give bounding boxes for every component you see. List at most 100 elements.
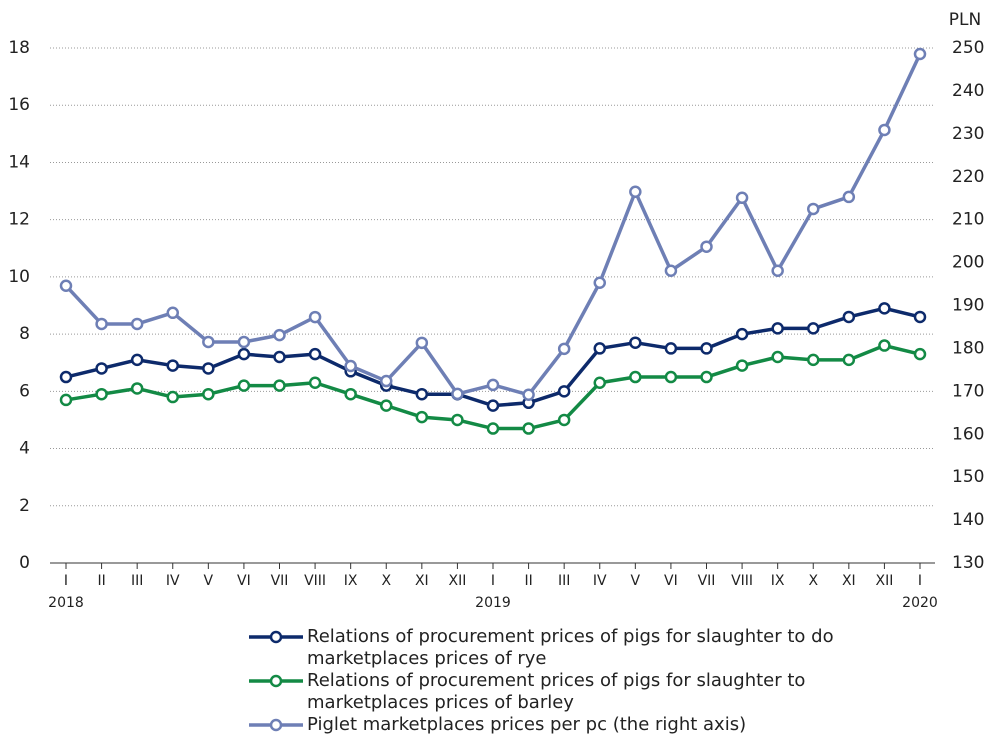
y-tick-label: 4	[19, 439, 30, 459]
data-point	[95, 362, 108, 375]
data-point	[95, 387, 108, 401]
x-tick-label: I	[491, 573, 495, 589]
x-tick-label: VIII	[731, 573, 753, 589]
data-point	[273, 379, 286, 392]
data-point	[95, 317, 108, 331]
x-tick-label: X	[381, 573, 391, 589]
data-point	[273, 350, 286, 364]
data-point	[664, 264, 678, 277]
y-tick-label: 18	[8, 38, 30, 58]
data-point	[451, 387, 464, 401]
data-point	[629, 336, 642, 349]
data-point	[700, 370, 713, 384]
y-tick-label: 2	[19, 496, 30, 516]
y2-tick-label: 230	[952, 124, 984, 144]
x-tick-label: IX	[344, 573, 358, 589]
data-point	[593, 342, 606, 355]
x-tick-label: II	[524, 573, 532, 589]
data-point	[878, 123, 891, 137]
y2-tick-label: 140	[952, 510, 984, 530]
x-year-label: 2018	[48, 595, 84, 611]
y2-tick-label: 160	[952, 424, 984, 444]
data-point	[913, 347, 927, 361]
data-point	[771, 322, 784, 335]
x-tick-label: VIII	[304, 573, 326, 589]
data-point	[308, 376, 322, 389]
x-year-label: 2020	[902, 595, 938, 611]
data-point	[344, 387, 357, 401]
data-point	[59, 370, 73, 384]
y2-tick-label: 170	[952, 381, 984, 401]
data-point	[913, 47, 927, 61]
data-point	[522, 422, 535, 435]
data-point	[557, 385, 571, 398]
x-tick-label: I	[918, 573, 922, 589]
y-tick-label: 12	[8, 210, 30, 230]
data-point	[735, 327, 749, 341]
data-point	[842, 190, 856, 204]
data-point	[344, 359, 357, 373]
x-tick-label: III	[131, 573, 143, 589]
y2-tick-label: 220	[952, 167, 984, 187]
data-point	[237, 335, 251, 349]
data-point	[593, 276, 606, 290]
y2-tick-label: 180	[952, 338, 984, 358]
y-tick-label: 14	[8, 152, 30, 172]
data-point	[380, 374, 393, 388]
legend-marker	[249, 718, 303, 732]
legend-label: Piglet marketplaces prices per pc (the r…	[307, 714, 747, 735]
data-point	[166, 306, 179, 320]
data-point	[486, 422, 500, 435]
data-point	[842, 353, 856, 367]
y2-tick-label: 190	[952, 296, 984, 316]
x-tick-label: V	[631, 573, 641, 589]
data-point	[202, 335, 215, 349]
y-tick-label: 0	[19, 553, 30, 573]
data-point	[735, 191, 749, 205]
x-year-label: 2019	[475, 595, 511, 611]
data-point	[629, 185, 642, 199]
x-tick-label: XI	[415, 573, 429, 589]
legend-dot	[269, 718, 283, 732]
x-tick-label: VII	[271, 573, 289, 589]
data-point	[771, 350, 784, 364]
data-point	[308, 347, 322, 361]
x-tick-label: VI	[664, 573, 678, 589]
data-point	[237, 379, 251, 392]
data-point	[807, 353, 820, 367]
y-tick-label: 6	[19, 381, 30, 401]
y2-tick-label: 250	[952, 38, 984, 58]
x-tick-label: IV	[593, 573, 607, 589]
legend: Relations of procurement prices of pigs …	[245, 626, 905, 736]
data-point	[878, 302, 891, 315]
data-point	[664, 370, 678, 384]
data-point	[415, 410, 429, 424]
data-point	[913, 310, 927, 324]
data-point	[735, 359, 749, 372]
legend-dot	[269, 630, 283, 644]
y2-tick-label: 150	[952, 467, 984, 487]
x-tick-label: IV	[166, 573, 180, 589]
legend-item: Relations of procurement prices of pigs …	[245, 670, 905, 714]
data-point	[771, 264, 784, 277]
y2-tick-label: 200	[952, 253, 984, 273]
legend-marker	[249, 630, 303, 644]
x-tick-label: VII	[698, 573, 716, 589]
legend-dot	[269, 674, 283, 688]
y2-axis-label: PLN	[949, 10, 981, 30]
data-point	[308, 310, 322, 324]
legend-item: Piglet marketplaces prices per pc (the r…	[245, 714, 905, 736]
data-point	[664, 342, 678, 355]
x-tick-label: V	[204, 573, 214, 589]
data-point	[202, 362, 215, 375]
data-point	[202, 387, 215, 401]
legend-item: Relations of procurement prices of pigs …	[245, 626, 905, 670]
data-point	[557, 413, 571, 427]
data-point	[130, 382, 144, 395]
data-point	[166, 390, 179, 404]
data-point	[807, 322, 820, 335]
data-point	[629, 370, 642, 384]
data-point	[237, 347, 251, 361]
x-tick-label: IX	[771, 573, 785, 589]
